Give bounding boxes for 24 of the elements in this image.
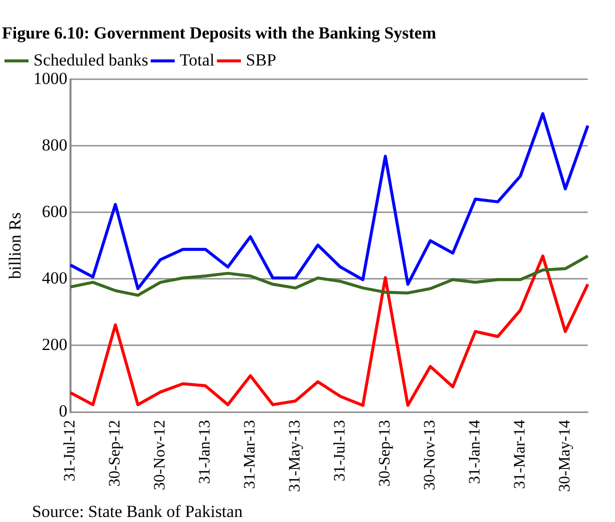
x-tick-label: 31-Jan-14 <box>466 420 484 484</box>
source-note: Source: State Bank of Pakistan <box>32 502 244 521</box>
y-tick-label: 600 <box>42 202 68 221</box>
chart-title: Figure 6.10: Government Deposits with the Banking System <box>2 24 436 43</box>
y-tick-label: 200 <box>42 334 68 354</box>
x-tick-label: 31-Jul-13 <box>332 420 349 482</box>
x-tick-label: 31-Jul-12 <box>62 420 79 482</box>
y-axis-title: billion Rs <box>6 212 25 280</box>
x-tick-label: 30-Sep-13 <box>376 420 394 487</box>
y-tick-label: 400 <box>42 268 68 288</box>
y-tick-label: 1000 <box>33 68 68 88</box>
x-tick-label: 31-May-13 <box>286 420 304 492</box>
legend-label: SBP <box>246 50 276 70</box>
y-tick-label: 0 <box>58 401 68 420</box>
y-tick-label: 800 <box>42 135 68 154</box>
x-tick-label: 30-May-14 <box>556 420 574 492</box>
x-tick-label: 30-Nov-13 <box>422 420 439 490</box>
x-tick-label: 30-Sep-12 <box>106 420 124 487</box>
x-tick-label: 31-Mar-13 <box>242 420 259 490</box>
legend-label: Total <box>180 50 215 70</box>
x-tick-label: 31-Mar-14 <box>512 420 529 490</box>
x-tick-label: 31-Jan-13 <box>196 420 214 484</box>
x-tick-label: 30-Nov-12 <box>152 420 169 490</box>
legend-label: Scheduled banks <box>34 50 148 70</box>
